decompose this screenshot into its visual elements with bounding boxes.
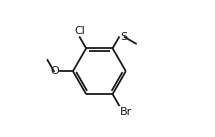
Text: O: O (50, 66, 59, 76)
Text: Cl: Cl (74, 25, 85, 35)
Text: S: S (120, 32, 127, 42)
Text: Br: Br (120, 107, 132, 117)
